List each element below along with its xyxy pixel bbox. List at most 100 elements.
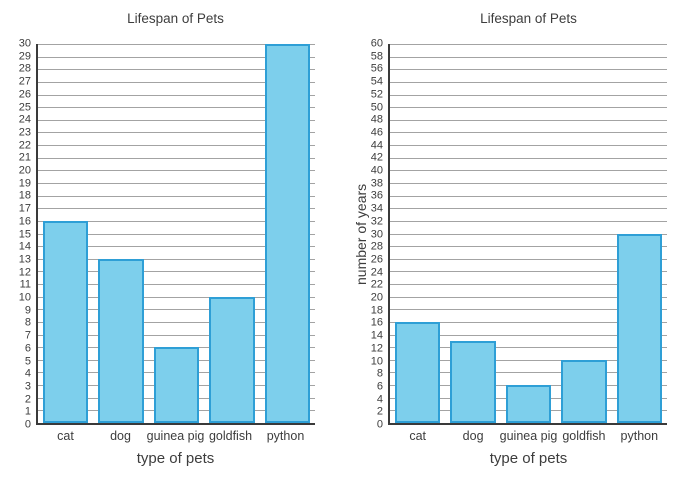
y-tick-label: 8 xyxy=(24,316,31,329)
gridline xyxy=(38,233,315,235)
y-tick-label: 2 xyxy=(376,405,383,418)
y-tick-label: 48 xyxy=(370,113,383,126)
y-tick-label: 16 xyxy=(370,316,383,329)
y-tick-label: 54 xyxy=(370,75,383,88)
y-tick-label: 30 xyxy=(18,37,31,50)
gridline xyxy=(390,220,667,222)
chart-title: Lifespan of Pets xyxy=(127,11,224,26)
gridline xyxy=(38,119,315,121)
y-tick-label: 0 xyxy=(24,418,31,431)
y-tick-label: 15 xyxy=(18,228,31,240)
bar-python xyxy=(264,44,310,423)
gridline xyxy=(390,359,667,361)
gridline xyxy=(38,271,315,273)
gridline xyxy=(38,208,315,210)
gridline xyxy=(390,56,667,58)
bar-guinea-pig xyxy=(505,385,552,423)
chart-left: Lifespan of Pets 0 1 2 3 4 5 6 7 8 9 10 11 12 13 14 15 1… xyxy=(0,11,315,467)
gridline xyxy=(390,182,667,184)
y-tick-label: 22 xyxy=(18,139,31,152)
x-axis-label: type of pets xyxy=(136,450,215,467)
gridline xyxy=(390,157,667,159)
y-tick-label: 21 xyxy=(18,151,31,164)
y-axis-tick-labels: 0 1 2 3 4 5 6 7 8 9 10 11 12 13 14 15 16 17 18 19 20 21 22 23 24… xyxy=(0,38,31,430)
gridline xyxy=(38,157,315,159)
y-tick-label: 12 xyxy=(370,342,383,355)
bar-dog xyxy=(450,340,496,423)
y-tick-label: 24 xyxy=(18,113,31,126)
y-tick-label: 24 xyxy=(370,266,383,279)
y-tick-label: 4 xyxy=(24,367,31,380)
gridline xyxy=(390,81,667,83)
gridline xyxy=(390,321,667,323)
y-tick-label: 10 xyxy=(370,355,383,367)
gridline xyxy=(390,170,667,172)
y-tick-label: 29 xyxy=(18,50,31,63)
gridline xyxy=(38,145,315,147)
y-tick-label: 19 xyxy=(18,177,31,190)
bar-goldfish xyxy=(561,359,607,423)
y-tick-label: 7 xyxy=(24,329,31,342)
gridline xyxy=(390,334,667,336)
y-tick-label: 58 xyxy=(370,50,383,63)
gridline xyxy=(390,44,667,45)
y-axis-tick-labels: 0 2 4 6 8 10 12 14 16 18 20 22 24 26 28 30 32 34 36 38 40 42 4… xyxy=(348,38,383,430)
gridline xyxy=(38,284,315,286)
gridline xyxy=(390,145,667,147)
y-tick-label: 5 xyxy=(24,355,31,367)
y-tick-label: 26 xyxy=(370,253,383,266)
gridline xyxy=(390,107,667,109)
gridline xyxy=(38,195,315,197)
x-axis-tick-labels: cat dog guinea pig goldfish python xyxy=(38,429,313,445)
y-tick-label: 22 xyxy=(370,278,383,291)
y-tick-label: 32 xyxy=(370,215,383,228)
y-tick-label: 36 xyxy=(370,189,383,202)
plot-area xyxy=(388,44,667,425)
gridline xyxy=(38,321,315,323)
y-tick-label: 18 xyxy=(18,189,31,202)
y-tick-label: 25 xyxy=(18,101,31,113)
x-axis-label: type of pets xyxy=(489,450,568,467)
y-tick-label: 6 xyxy=(24,342,31,355)
y-tick-label: 40 xyxy=(370,164,383,177)
y-tick-label: 28 xyxy=(370,240,383,253)
y-tick-label: 1 xyxy=(24,405,31,418)
y-tick-label: 18 xyxy=(370,304,383,317)
y-tick-label: 27 xyxy=(18,75,31,88)
y-tick-label: 8 xyxy=(376,367,383,380)
gridline xyxy=(38,182,315,184)
y-tick-label: 52 xyxy=(370,88,383,101)
bar-guinea-pig xyxy=(153,347,200,423)
x-tick-label-dog: dog xyxy=(110,429,131,443)
y-tick-label: 56 xyxy=(370,62,383,75)
y-tick-label: 14 xyxy=(370,329,383,342)
gridline xyxy=(38,81,315,83)
gridline xyxy=(390,246,667,248)
gridline xyxy=(390,119,667,121)
bar-goldfish xyxy=(209,296,255,423)
x-tick-label-guinea-pig: guinea pig xyxy=(499,429,558,443)
gridline xyxy=(38,107,315,109)
gridline xyxy=(38,94,315,96)
bar-python xyxy=(616,233,662,423)
chart-right: Lifespan of Pets number of years 0 2 4 6 8 10… xyxy=(348,0,696,489)
y-tick-label: 44 xyxy=(370,139,383,152)
gridline xyxy=(38,56,315,58)
y-tick-label: 20 xyxy=(370,291,383,304)
bar-cat xyxy=(394,321,441,423)
gridline xyxy=(38,296,315,298)
y-tick-label: 9 xyxy=(24,304,31,317)
x-tick-label-python: python xyxy=(620,429,659,443)
bar-cat xyxy=(42,220,89,423)
x-axis-tick-labels: cat dog guinea pig goldfish python xyxy=(390,429,667,445)
gridline xyxy=(38,334,315,336)
gridline xyxy=(38,220,315,222)
y-tick-label: 42 xyxy=(370,151,383,164)
gridline xyxy=(390,195,667,197)
gridline xyxy=(38,44,315,45)
y-tick-label: 17 xyxy=(18,202,31,215)
x-tick-label-python: python xyxy=(266,429,305,443)
gridline xyxy=(390,347,667,349)
gridline xyxy=(390,271,667,273)
